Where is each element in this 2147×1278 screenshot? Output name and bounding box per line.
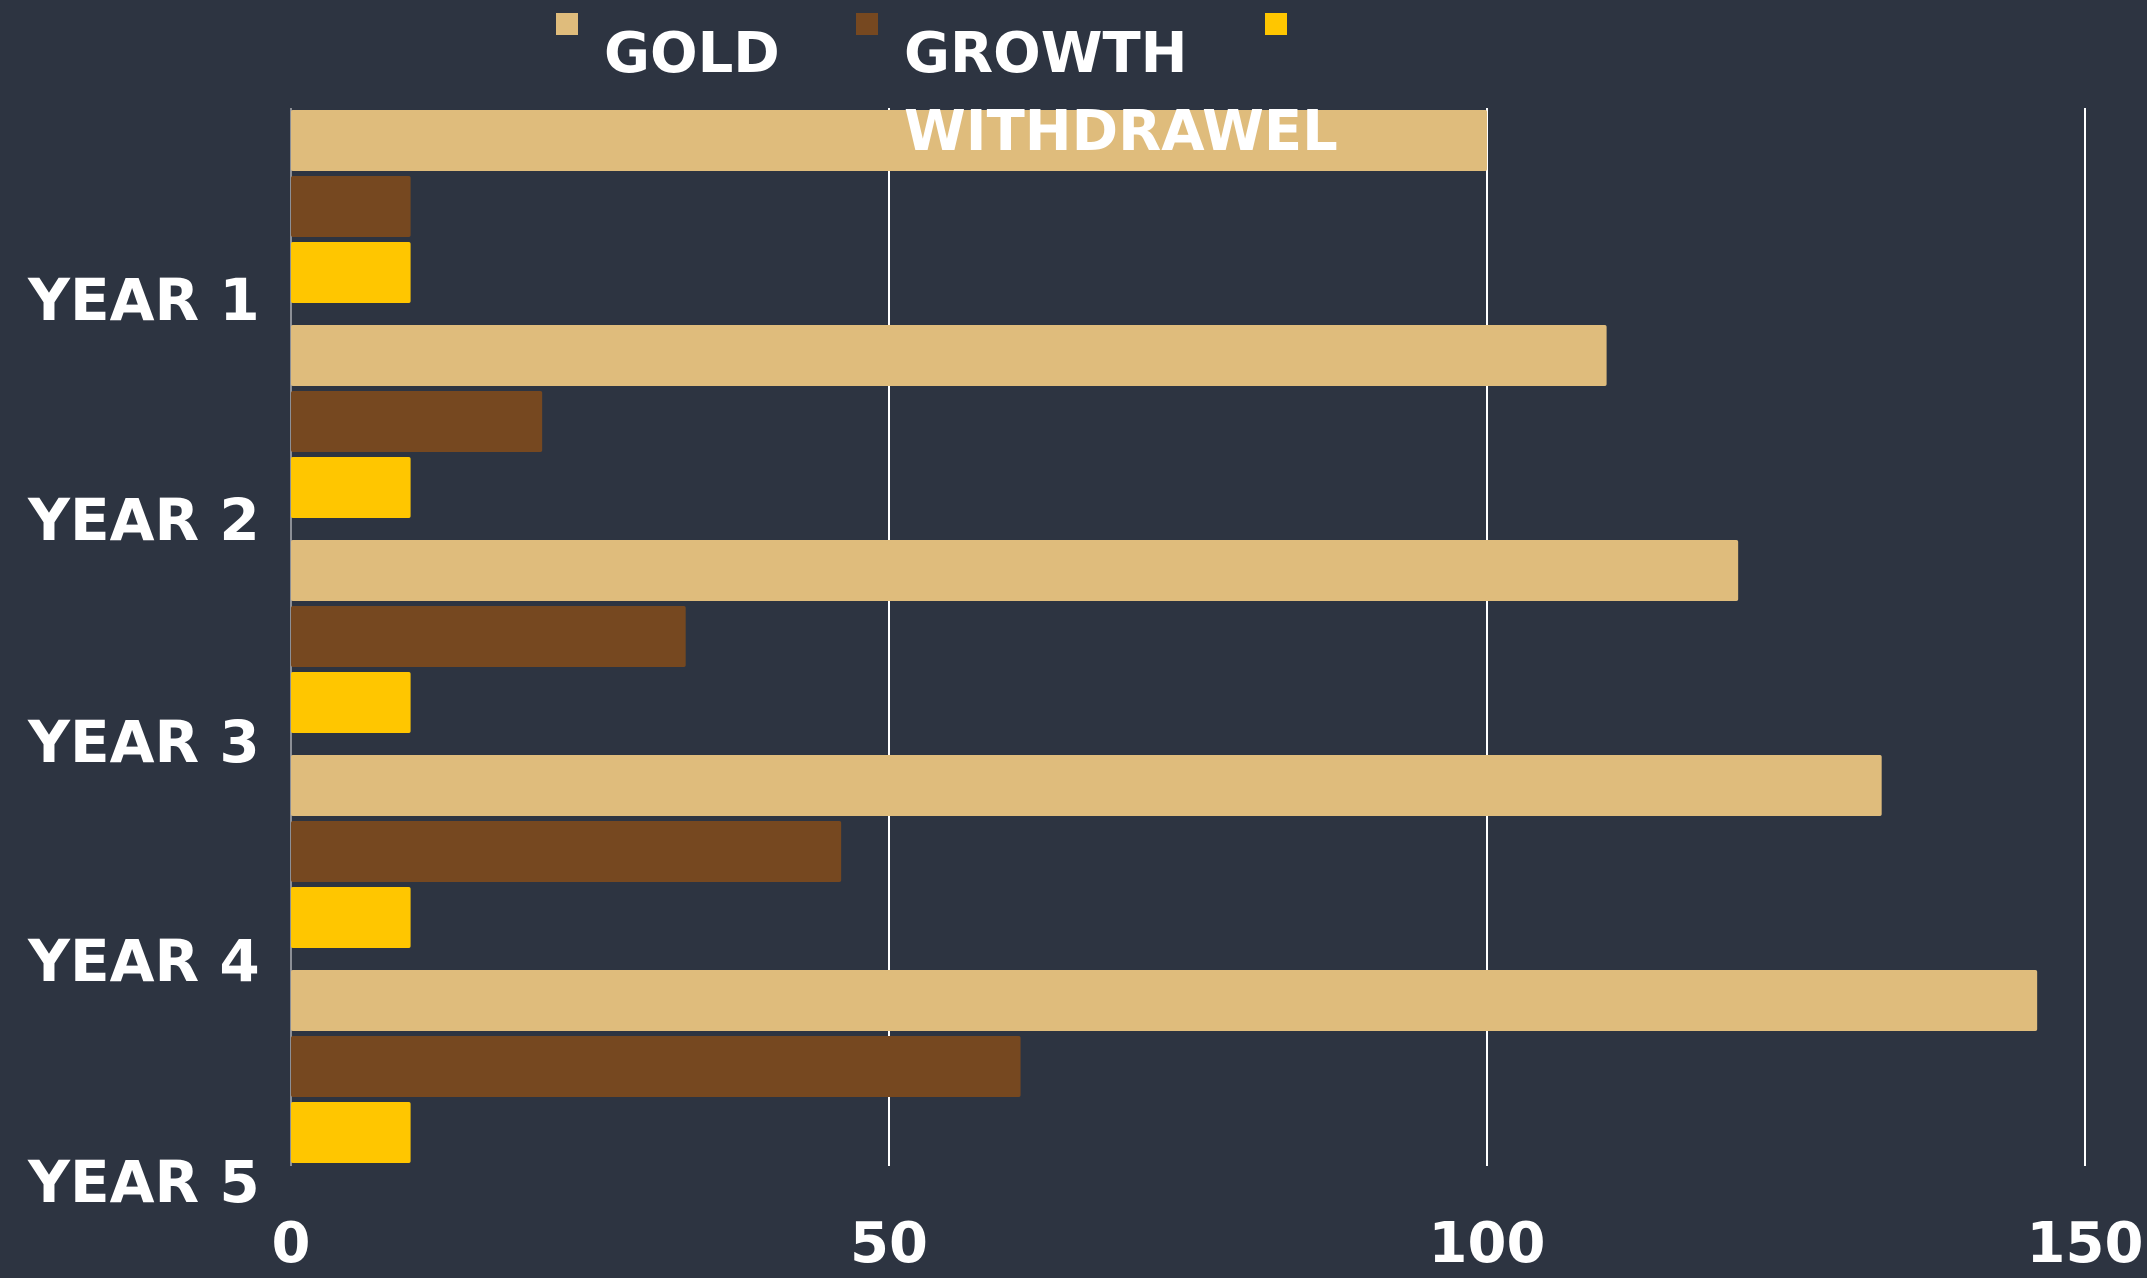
bar-growth-1 [291, 176, 411, 237]
bar-growth-2 [291, 391, 543, 452]
category-label-4: YEAR 4 [27, 927, 260, 995]
x-tick-label-100: 100 [1429, 1211, 1546, 1273]
x-tick-label-50: 50 [850, 1211, 928, 1273]
bar-gold-1 [291, 110, 1487, 171]
category-labels: YEAR 1 YEAR 2 YEAR 3 YEAR 4 YEAR 5 [27, 266, 260, 1216]
legend-swatch-growth [856, 13, 878, 35]
x-tick-label-150: 150 [2027, 1211, 2144, 1273]
bar-growth-5 [291, 1036, 1021, 1097]
legend-label-growth: GROWTH [904, 21, 1188, 86]
legend-swatch-withdrawel [1265, 13, 1287, 35]
bars-layer [291, 110, 2038, 1163]
bar-withdrawel-5 [291, 1102, 411, 1163]
x-tick-label-0: 0 [272, 1211, 311, 1273]
bar-withdrawel-1 [291, 242, 411, 303]
bar-withdrawel-2 [291, 457, 411, 518]
legend: GOLD GROWTH WITHDRAWEL [556, 13, 1338, 164]
bar-withdrawel-4 [291, 887, 411, 948]
legend-label-gold: GOLD [604, 21, 780, 86]
bar-gold-4 [291, 755, 1882, 816]
bar-growth-4 [291, 821, 842, 882]
bar-gold-2 [291, 325, 1607, 386]
x-tick-labels: 0 50 100 150 [272, 1211, 2144, 1276]
bar-gold-5 [291, 970, 2038, 1031]
category-label-1: YEAR 1 [27, 266, 260, 334]
bar-growth-3 [291, 606, 686, 667]
bar-withdrawel-3 [291, 672, 411, 733]
category-label-5: YEAR 5 [27, 1148, 260, 1216]
category-label-2: YEAR 2 [27, 486, 260, 554]
category-label-3: YEAR 3 [27, 708, 260, 776]
legend-label-withdrawel: WITHDRAWEL [904, 99, 1338, 164]
legend-swatch-gold [556, 13, 578, 35]
bar-gold-3 [291, 540, 1739, 601]
